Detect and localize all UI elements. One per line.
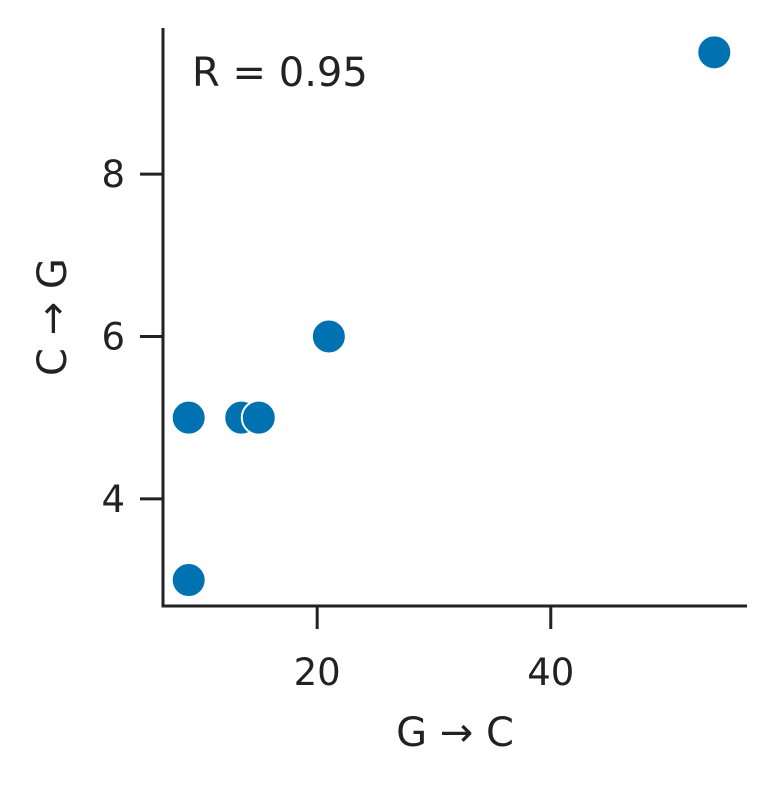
y-axis-label: C → G: [30, 258, 76, 376]
y-tick-label: 4: [101, 478, 125, 521]
x-tick-label: 20: [294, 651, 341, 694]
y-tick-label: 8: [101, 153, 125, 196]
axes: [161, 28, 747, 608]
y-tick-label: 6: [101, 315, 125, 358]
scatter-point: [170, 399, 207, 436]
scatter-point: [240, 399, 277, 436]
scatter-point: [170, 562, 207, 599]
x-axis-label: G → C: [396, 710, 514, 756]
ticks: 20 40 4 6 8: [101, 153, 574, 694]
data-points: [170, 34, 733, 599]
scatter-point: [310, 318, 347, 355]
scatter-point: [696, 34, 733, 71]
x-tick-label: 40: [527, 651, 574, 694]
correlation-annotation: R = 0.95: [192, 50, 368, 96]
